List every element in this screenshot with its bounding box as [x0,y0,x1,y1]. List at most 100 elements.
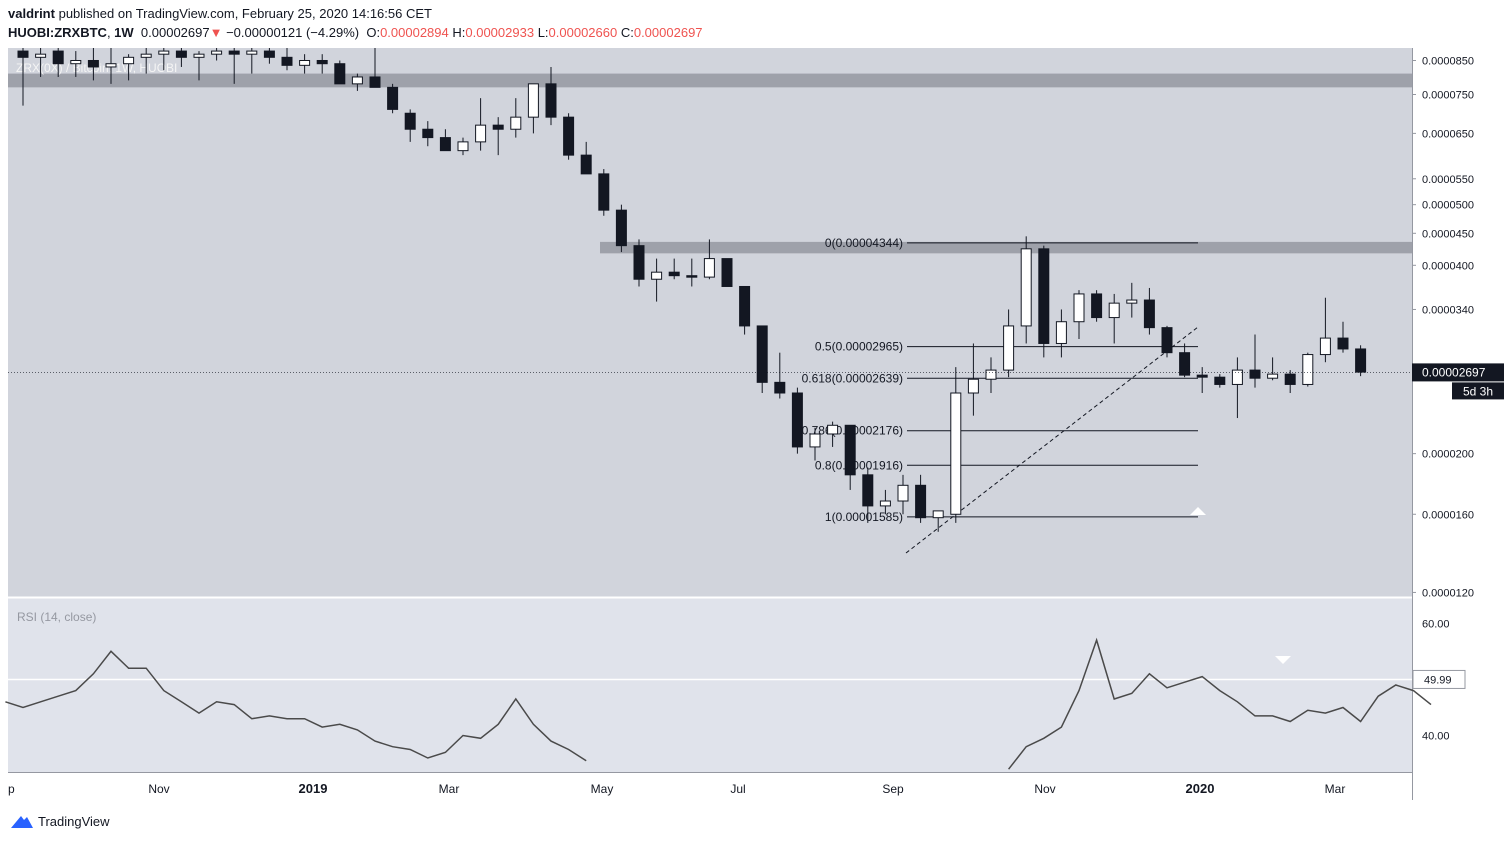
candle[interactable] [897,474,909,515]
candle[interactable] [1249,334,1261,388]
candle[interactable] [211,48,223,61]
candle[interactable] [563,113,575,160]
candle[interactable] [774,352,786,399]
candle[interactable] [299,54,311,74]
candle[interactable] [915,474,927,523]
candle[interactable] [17,48,29,106]
tradingview-logo[interactable]: TradingView [8,813,110,829]
candle[interactable] [739,285,751,335]
candle[interactable] [263,48,275,64]
candle-body-down [668,271,680,277]
candle[interactable] [1003,309,1015,378]
candle[interactable] [686,258,698,287]
candle-body-up [299,59,311,66]
candle[interactable] [369,48,381,88]
candle[interactable] [439,129,451,152]
candle[interactable] [791,387,803,454]
candle[interactable] [281,48,293,71]
candle[interactable] [844,424,856,490]
candle[interactable] [1284,370,1296,394]
candle[interactable] [35,48,47,77]
candle[interactable] [70,51,82,77]
candle[interactable] [1231,357,1243,419]
candle-body-down [17,50,29,58]
high-label: H: [452,25,466,40]
candle[interactable] [334,60,346,85]
candle-body-up [1108,302,1120,319]
candle[interactable] [809,427,821,461]
candle[interactable] [1179,343,1191,378]
candle[interactable] [580,141,592,175]
candle[interactable] [87,48,99,81]
candle[interactable] [862,467,874,523]
candle[interactable] [52,48,64,77]
up-arrow-icon [1190,507,1206,515]
countdown-badge [1452,382,1504,400]
candle[interactable] [721,258,733,287]
candle[interactable] [404,109,416,142]
candle[interactable] [651,258,663,302]
candle[interactable] [1214,374,1226,388]
rsi-line[interactable] [5,650,587,762]
candle[interactable] [1196,367,1208,394]
low-value: 0.00002660 [548,25,618,40]
candle[interactable] [1073,290,1085,339]
candle[interactable] [1108,293,1120,344]
candle-body-down [1179,352,1191,376]
price-tick-label: 0.0000750 [1422,90,1474,102]
candle[interactable] [457,137,469,156]
candle[interactable] [967,343,979,416]
candle[interactable] [1091,290,1103,322]
candle[interactable] [510,98,522,138]
candle[interactable] [387,83,399,114]
candle[interactable] [246,48,258,74]
interval-label[interactable]: 1W [114,25,134,40]
candle[interactable] [703,239,715,280]
candle[interactable] [950,367,962,523]
candle[interactable] [175,48,187,67]
candle[interactable] [1055,309,1067,358]
author-name[interactable]: valdrint [8,6,55,21]
candle[interactable] [1161,325,1173,358]
candle[interactable] [1337,321,1349,353]
candle[interactable] [140,48,152,74]
candle[interactable] [1267,357,1279,381]
candle[interactable] [1020,236,1032,344]
candle[interactable] [879,489,891,515]
candle[interactable] [1319,297,1331,363]
candle[interactable] [527,83,539,134]
candle[interactable] [422,121,434,147]
candle[interactable] [228,48,240,84]
candle[interactable] [756,325,768,394]
close-label: C: [620,25,634,40]
candle[interactable] [351,73,363,91]
candle[interactable] [668,258,680,280]
rsi-line[interactable] [1008,637,1432,770]
candle[interactable] [475,98,487,151]
candle[interactable] [1302,352,1314,387]
candle[interactable] [193,51,205,81]
trend-line[interactable] [905,326,1199,554]
candle[interactable] [827,421,839,447]
candle[interactable] [158,48,170,71]
symbol-name[interactable]: HUOBI:ZRXBTC [8,25,107,40]
candle[interactable] [1038,245,1050,358]
candle[interactable] [123,54,135,81]
candle[interactable] [615,204,627,253]
resistance-zone[interactable] [600,241,1412,254]
candle[interactable] [932,510,944,532]
candle[interactable] [633,239,645,287]
down-arrow-icon: ▼ [209,25,223,40]
candle[interactable] [985,357,997,394]
candle[interactable] [492,117,504,156]
candle[interactable] [545,66,557,126]
candle[interactable] [1126,282,1138,318]
candle[interactable] [316,54,328,74]
candle[interactable] [598,169,610,216]
candle[interactable] [1355,345,1367,377]
resistance-zone[interactable] [8,73,1412,88]
candle[interactable] [1143,287,1155,335]
candle[interactable] [105,48,117,84]
fib-level-label: 0.8(0.00001916) [815,458,903,472]
